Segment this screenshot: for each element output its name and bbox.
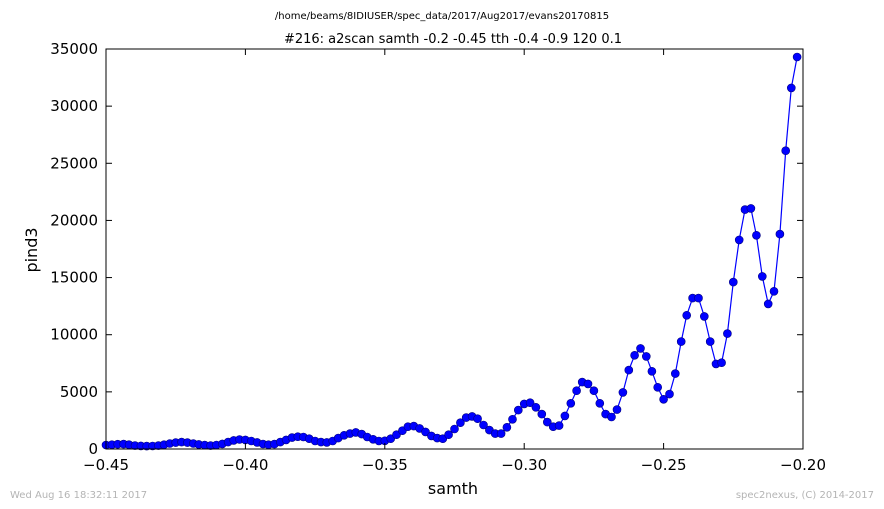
data-point bbox=[723, 329, 732, 338]
data-point bbox=[560, 411, 570, 421]
timestamp-footer: Wed Aug 16 18:32:11 2017 bbox=[10, 490, 147, 501]
data-point bbox=[792, 52, 802, 62]
data-point bbox=[746, 204, 756, 213]
data-point bbox=[444, 430, 453, 440]
data-point bbox=[508, 414, 517, 424]
data-point bbox=[763, 299, 773, 309]
data-point bbox=[682, 310, 692, 320]
series-markers bbox=[101, 52, 802, 451]
data-point bbox=[757, 272, 767, 281]
data-point bbox=[456, 418, 465, 428]
data-point bbox=[450, 424, 459, 434]
data-point bbox=[624, 365, 634, 375]
x-tick-label: −0.40 bbox=[222, 456, 268, 474]
y-axis-label: pind3 bbox=[22, 227, 41, 272]
x-axis: −0.45 −0.40 −0.35 −0.30 −0.25 −0.20 bbox=[83, 49, 826, 474]
y-tick-label: 25000 bbox=[50, 154, 98, 172]
data-point bbox=[537, 409, 547, 419]
data-point bbox=[630, 350, 639, 360]
data-point bbox=[786, 83, 796, 93]
plot-area bbox=[101, 52, 802, 451]
y-tick-label: 35000 bbox=[50, 40, 98, 58]
data-point bbox=[421, 427, 430, 437]
x-tick-label: −0.20 bbox=[780, 456, 826, 474]
y-tick-label: 0 bbox=[88, 440, 98, 458]
data-point bbox=[636, 344, 645, 353]
y-axis: 0 5000 10000 15000 20000 25000 30000 35000 bbox=[50, 40, 803, 458]
data-point bbox=[566, 398, 576, 408]
data-point bbox=[647, 366, 657, 376]
data-point bbox=[659, 394, 668, 404]
y-tick-label: 20000 bbox=[50, 211, 98, 229]
data-point bbox=[665, 389, 674, 399]
data-point bbox=[583, 379, 593, 389]
data-point bbox=[775, 229, 785, 239]
data-point bbox=[641, 352, 651, 361]
credit-footer: spec2nexus, (C) 2014-2017 bbox=[736, 490, 874, 501]
data-point bbox=[705, 337, 715, 346]
x-tick-label: −0.30 bbox=[501, 456, 547, 474]
data-point bbox=[734, 235, 744, 245]
data-point bbox=[717, 358, 726, 368]
data-point bbox=[496, 429, 506, 438]
data-point bbox=[670, 369, 680, 378]
data-point bbox=[618, 388, 628, 397]
data-point bbox=[752, 231, 761, 240]
data-point bbox=[607, 412, 616, 422]
figure-suptitle: /home/beams/8IDIUSER/spec_data/2017/Aug2… bbox=[275, 11, 609, 22]
data-point bbox=[612, 405, 622, 414]
data-point bbox=[513, 405, 523, 415]
data-point bbox=[525, 398, 535, 408]
series-line bbox=[105, 56, 798, 447]
data-point bbox=[728, 277, 738, 287]
data-point bbox=[542, 417, 552, 427]
data-point bbox=[769, 286, 779, 296]
axes-frame bbox=[105, 48, 804, 450]
data-point bbox=[781, 146, 791, 155]
data-point bbox=[554, 421, 564, 430]
chart-title: #216: a2scan samth -0.2 -0.45 tth -0.4 -… bbox=[284, 32, 622, 47]
data-point bbox=[502, 422, 512, 432]
y-tick-label: 10000 bbox=[50, 326, 98, 344]
x-axis-label: samth bbox=[428, 479, 478, 498]
y-tick-label: 30000 bbox=[50, 97, 98, 115]
data-point bbox=[694, 293, 703, 303]
x-tick-label: −0.25 bbox=[641, 456, 687, 474]
data-point bbox=[572, 386, 581, 396]
data-point bbox=[531, 402, 541, 412]
data-point bbox=[392, 430, 401, 440]
data-point bbox=[653, 382, 663, 392]
data-point bbox=[699, 312, 709, 321]
data-point bbox=[595, 398, 605, 408]
data-point bbox=[473, 414, 482, 424]
data-point bbox=[479, 420, 488, 430]
y-tick-label: 5000 bbox=[60, 383, 98, 401]
y-tick-label: 15000 bbox=[50, 269, 98, 287]
data-point bbox=[676, 337, 686, 346]
x-tick-label: −0.45 bbox=[83, 456, 129, 474]
data-point bbox=[589, 386, 599, 396]
x-tick-label: −0.35 bbox=[362, 456, 408, 474]
